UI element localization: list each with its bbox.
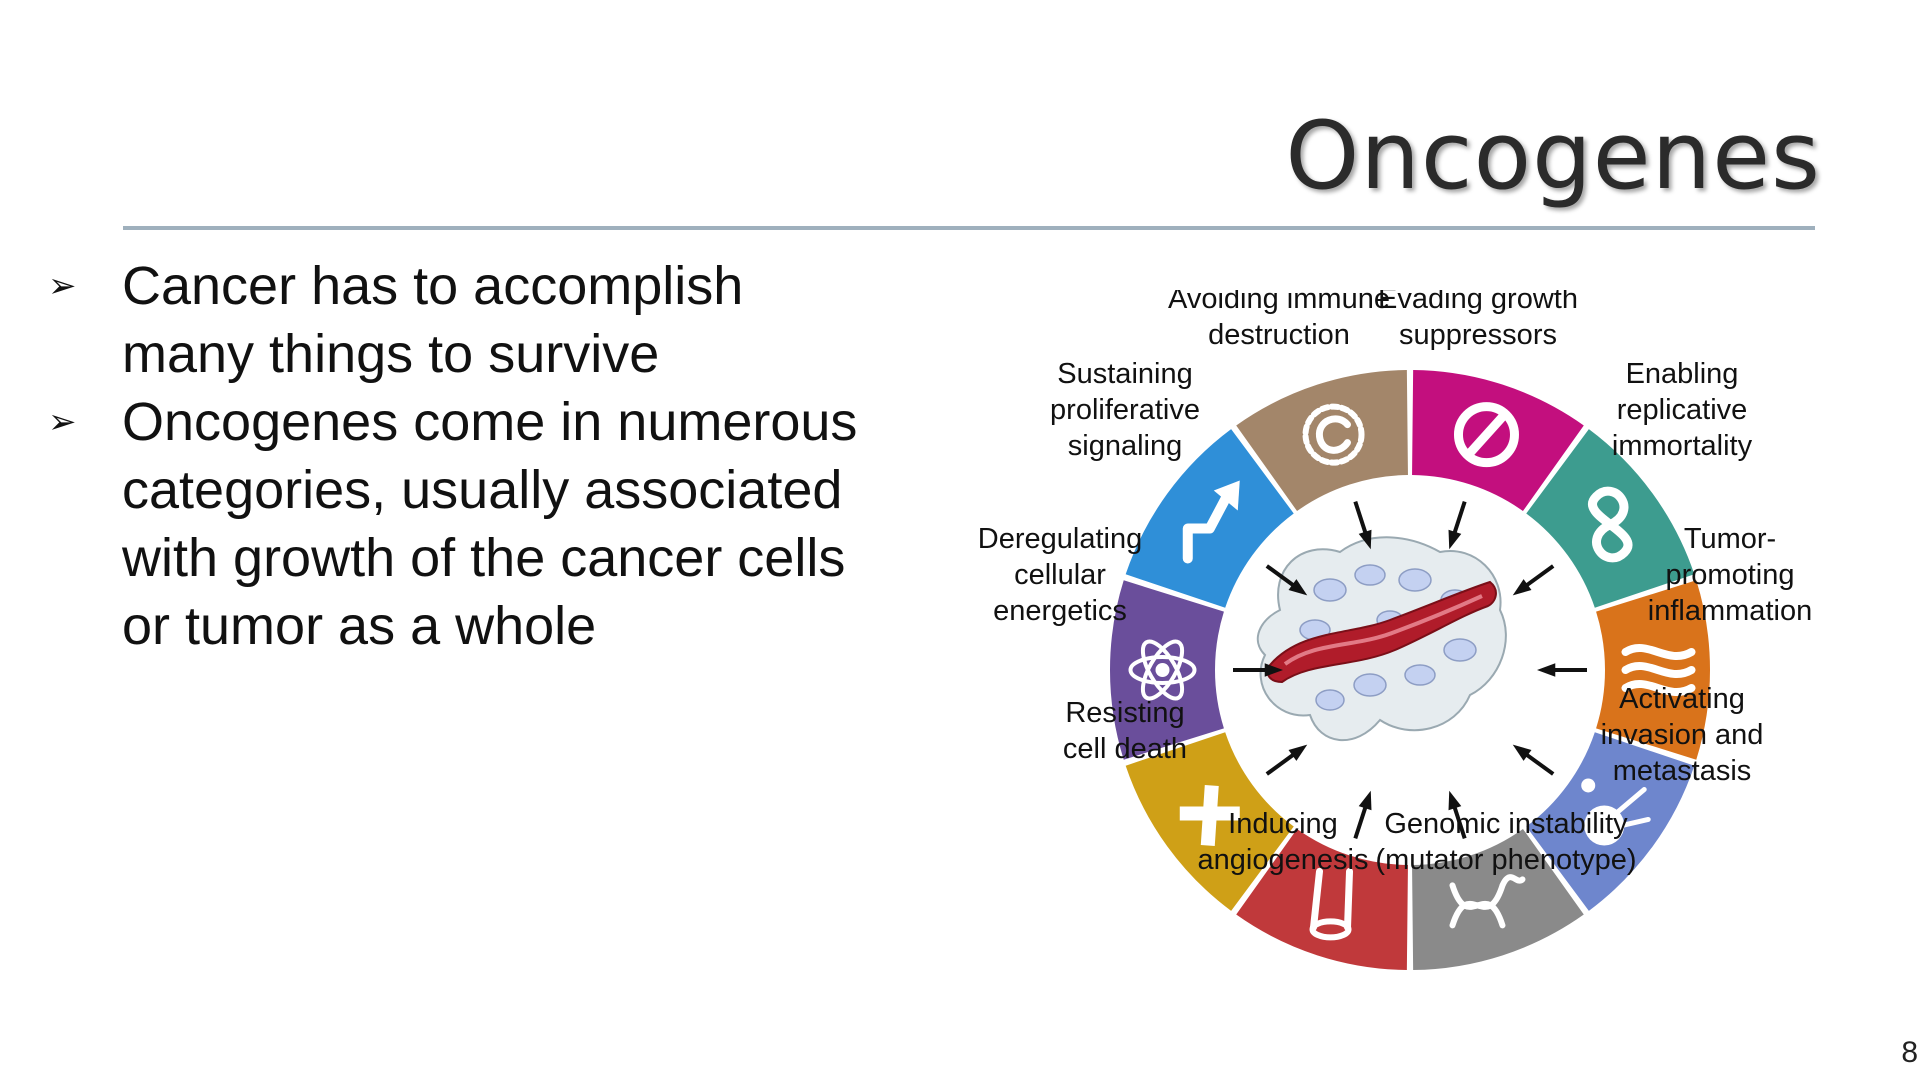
bullet-item: ➢ Cancer has to accomplish many things t… (48, 252, 868, 388)
hallmark-label-line: suppressors (1399, 319, 1557, 351)
hallmark-label-line: angiogenesis (1198, 844, 1369, 876)
hallmark-label-line: Activating (1619, 683, 1745, 715)
hallmark-segment (1412, 370, 1584, 512)
hallmark-label-line: replicative (1617, 394, 1748, 426)
bullet-item: ➢ Oncogenes come in numerous categories,… (48, 388, 868, 660)
title-divider (123, 226, 1815, 230)
flame-icon (1621, 643, 1696, 697)
arrow-head-icon (1512, 744, 1532, 761)
hallmark-label-line: destruction (1208, 319, 1350, 351)
hallmark-label-line: signaling (1068, 430, 1182, 462)
bullet-text: Oncogenes come in numerous categories, u… (122, 392, 858, 656)
prohibition-icon (1453, 402, 1519, 468)
bullet-list: ➢ Cancer has to accomplish many things t… (48, 252, 868, 660)
hallmark-label: Tumor-promoting inflammation (1648, 523, 1812, 627)
dna-icon (1449, 874, 1526, 929)
bullet-arrow-icon: ➢ (48, 403, 77, 441)
arrow-head-icon (1448, 529, 1462, 550)
arrow-head-icon (1358, 790, 1372, 811)
hallmark-label-line: Sustaining (1057, 358, 1192, 390)
hallmark-label-line: energetics (993, 595, 1127, 627)
arrow-head-icon (1448, 790, 1462, 811)
hallmark-label: Activating invasion and metastasis (1601, 683, 1764, 787)
page-title: Oncogenes (1285, 102, 1821, 211)
hallmark-label: Inducing angiogenesis (1198, 808, 1369, 876)
hallmark-label-line: metastasis (1613, 755, 1752, 787)
hallmark-label-line: proliferative (1050, 394, 1200, 426)
arrow-head-icon (1512, 579, 1532, 596)
arrow-head-icon (1264, 663, 1283, 677)
infinity-icon (1588, 486, 1633, 563)
arrow-head-icon (1288, 579, 1308, 596)
hallmark-label-line: cell death (1063, 733, 1187, 765)
cross-icon (1179, 785, 1240, 846)
hallmark-label-line: immortality (1612, 430, 1753, 462)
hallmark-label-line: Tumor- (1684, 523, 1776, 555)
signal-arrow-icon (1182, 480, 1240, 564)
hallmark-label-line: promoting (1666, 559, 1795, 591)
hallmark-label-line: cellular (1014, 559, 1106, 591)
hallmark-label: Resisting cell death (1063, 697, 1187, 765)
tumor-illustration-icon (1256, 536, 1507, 742)
hallmark-label-line: Genomic instability (1384, 808, 1628, 840)
bullet-text: Cancer has to accomplish many things to … (122, 256, 744, 384)
immune-cell-icon (1302, 403, 1365, 466)
metastasis-cell-icon (1581, 778, 1651, 846)
hallmark-label: Avoiding immune destruction (1168, 290, 1390, 351)
vessel-icon (1309, 867, 1354, 941)
hallmark-label: Evading growth suppressors (1378, 290, 1578, 351)
hallmark-label: Deregulating cellular energetics (978, 523, 1142, 627)
hallmark-label-line: inflammation (1648, 595, 1812, 627)
hallmark-label-line: Enabling (1626, 358, 1739, 390)
hallmark-segment (1526, 429, 1695, 608)
arrow-head-icon (1288, 744, 1308, 761)
hallmark-label-line: Inducing (1228, 808, 1338, 840)
hallmark-label-line: Resisting (1065, 697, 1184, 729)
hallmark-label-line: Deregulating (978, 523, 1142, 555)
hallmark-label: Genomic instability (mutator phenotype) (1375, 808, 1636, 876)
hallmarks-of-cancer-diagram: Evading growth suppressors Enabling replica… (978, 290, 1812, 970)
slide-number: 8 (1901, 1036, 1918, 1069)
bullet-arrow-icon: ➢ (48, 267, 77, 305)
hallmark-label-line: (mutator phenotype) (1375, 844, 1636, 876)
hallmark-label: Sustaining proliferative signaling (1050, 358, 1200, 462)
hallmark-label-line: Avoiding immune (1168, 290, 1390, 315)
hallmark-segment (1236, 828, 1408, 970)
hallmark-label-line: Evading growth (1378, 290, 1578, 315)
arrow-head-icon (1537, 663, 1556, 677)
hallmark-label: Enabling replicative immortality (1612, 358, 1753, 462)
arrow-head-icon (1358, 529, 1372, 550)
hallmark-label-line: invasion and (1601, 719, 1764, 751)
atom-icon (1128, 639, 1197, 701)
